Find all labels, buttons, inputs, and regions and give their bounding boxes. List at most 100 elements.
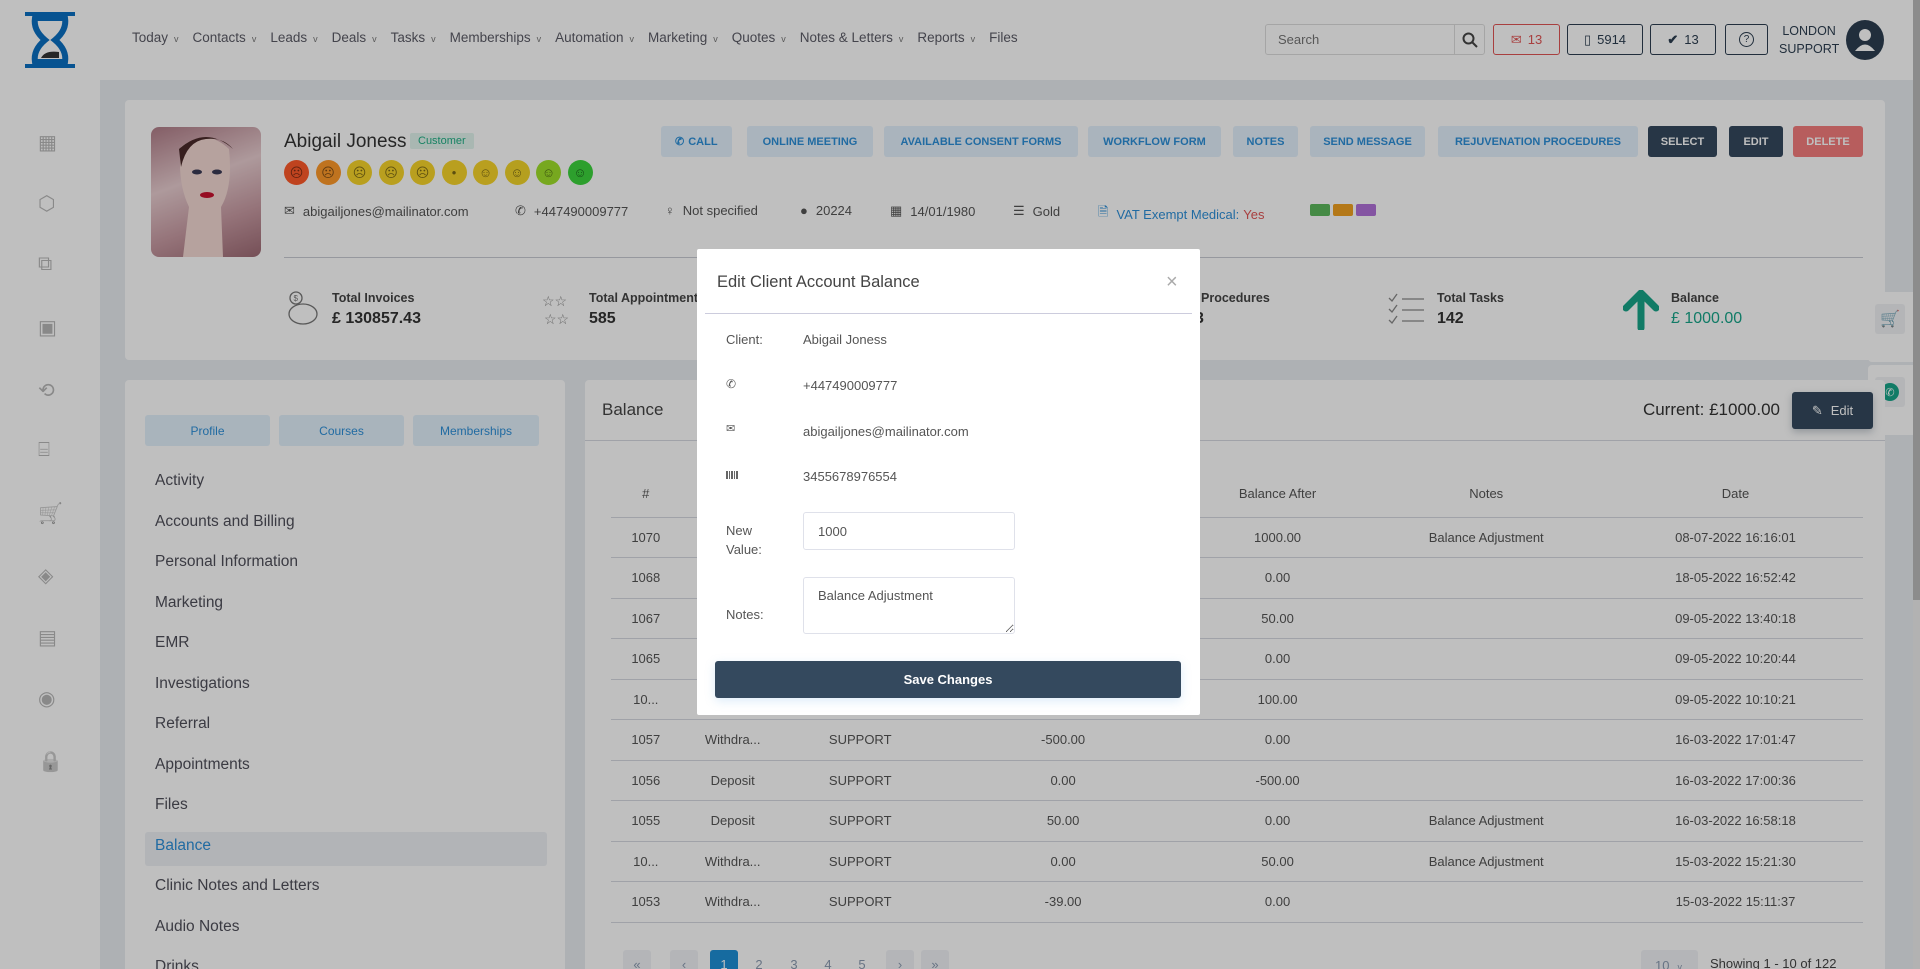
rating-face-icon[interactable]: ☺ (536, 160, 561, 185)
rating-face-icon[interactable]: ☺ (504, 160, 530, 185)
tag-icon[interactable]: ◈ (38, 565, 54, 587)
svg-text:$: $ (294, 294, 299, 303)
copy-icon[interactable]: ⧉ (38, 253, 53, 275)
rating-face-icon[interactable]: ☹ (347, 160, 372, 185)
box-icon[interactable]: ⬡ (38, 193, 56, 215)
cart-icon[interactable]: 🛒 (1875, 304, 1905, 334)
table-cell: -500.00 (935, 719, 1191, 761)
menu-item[interactable]: Audio Notes (155, 917, 240, 935)
tag-color-chip[interactable] (1356, 204, 1376, 216)
send-message-button[interactable]: SEND MESSAGE (1310, 126, 1425, 157)
client-value: Abigail Joness (803, 332, 887, 347)
tag-color-chip[interactable] (1333, 204, 1353, 216)
calendar-check-icon[interactable]: ▣ (38, 317, 57, 339)
delete-button[interactable]: DELETE (1793, 126, 1863, 157)
table-row: 10... Withdra... SUPPORT 0.00 50.00 Balance A… (611, 841, 1863, 882)
rating-face-icon[interactable]: ☹ (315, 160, 341, 185)
tab-memberships[interactable]: Memberships (413, 415, 539, 446)
table-cell: SUPPORT (784, 719, 936, 761)
pagination-page[interactable]: 5 (858, 957, 866, 969)
nav-item-label: Deals (331, 30, 367, 45)
app-logo[interactable] (25, 12, 75, 68)
tasks-button[interactable]: ✔ 13 (1650, 24, 1716, 55)
stat-appointments-label: Total Appointments (589, 291, 705, 305)
phone-button[interactable]: ▯ 5914 (1567, 24, 1643, 55)
save-changes-button[interactable]: Save Changes (715, 661, 1181, 698)
tag-color-chip[interactable] (1310, 204, 1330, 216)
nav-item[interactable]: Leads v (270, 30, 317, 45)
help-button[interactable]: ? (1725, 24, 1768, 55)
menu-item[interactable]: EMR (155, 634, 190, 651)
tab-profile[interactable]: Profile (145, 415, 270, 446)
menu-item[interactable]: Activity (155, 472, 205, 489)
tab-courses[interactable]: Courses (279, 415, 404, 446)
notes-button[interactable]: NOTES (1233, 126, 1298, 157)
pagination-page[interactable]: 2 (755, 957, 763, 969)
menu-item[interactable]: Referral (155, 715, 211, 732)
rating-face-icon[interactable]: ☺ (567, 160, 593, 185)
menu-item[interactable]: Accounts and Billing (155, 512, 295, 530)
pagination-last[interactable]: » (921, 950, 949, 969)
menu-item[interactable]: Personal Information (155, 553, 299, 570)
current-balance: Current: £1000.00 (1642, 400, 1780, 419)
user-name[interactable]: LONDON SUPPORT (1779, 22, 1839, 58)
nav-item[interactable]: Contacts v (193, 30, 257, 45)
history-icon[interactable]: ⟲ (38, 380, 55, 402)
mail-button[interactable]: ✉ 13 (1493, 24, 1560, 55)
nav-item[interactable]: Automation v (555, 30, 634, 45)
nav-item[interactable]: Memberships v (450, 30, 542, 45)
pagination-page[interactable]: 3 (790, 957, 798, 969)
edit-balance-button[interactable]: ✎ Edit (1792, 392, 1873, 429)
lock-icon[interactable]: 🔒 (38, 751, 63, 773)
vat-status[interactable]: 🗎 VAT Exempt Medical: Yes (1098, 203, 1265, 225)
notes-textarea[interactable]: Balance Adjustment (803, 577, 1015, 634)
pagination-first[interactable]: « (623, 950, 651, 969)
rating-face-icon[interactable]: • (441, 160, 467, 185)
cart-icon[interactable]: 🛒 (38, 503, 63, 525)
close-icon[interactable]: × (1166, 271, 1178, 293)
new-value-input[interactable] (803, 512, 1015, 550)
select-button[interactable]: SELECT (1648, 126, 1717, 157)
user-circle-icon[interactable]: ◉ (38, 688, 56, 710)
search-input[interactable] (1266, 25, 1454, 54)
online-meeting-button[interactable]: ONLINE MEETING (747, 126, 873, 157)
pagination-next[interactable]: › (886, 950, 914, 969)
nav-item[interactable]: Files (989, 30, 1018, 45)
nav-item[interactable]: Marketing v (648, 30, 718, 45)
nav-item[interactable]: Tasks v (391, 30, 436, 45)
rating-face-icon[interactable]: ☹ (378, 160, 404, 185)
table-cell: 09-05-2022 13:40:18 (1607, 598, 1863, 639)
rating-face-icon[interactable]: ☺ (473, 160, 498, 185)
rejuvenation-procedures-button[interactable]: REJUVENATION PROCEDURES (1438, 126, 1638, 157)
menu-item[interactable]: Clinic Notes and Letters (155, 877, 320, 894)
nav-item[interactable]: Reports v (917, 30, 975, 45)
scrollbar-thumb[interactable] (1913, 0, 1920, 600)
menu-item[interactable]: Marketing (155, 593, 224, 611)
per-page-select[interactable]: 10 v (1641, 950, 1698, 969)
gift-icon[interactable]: ⌸ (38, 439, 50, 461)
edit-button[interactable]: EDIT (1729, 126, 1783, 157)
table-cell: 18-05-2022 16:52:42 (1607, 557, 1863, 599)
workflow-form-button[interactable]: WORKFLOW FORM (1088, 126, 1221, 157)
call-button[interactable]: ✆ CALL (661, 126, 732, 157)
menu-item[interactable]: Files (155, 796, 188, 813)
consent-forms-button[interactable]: AVAILABLE CONSENT FORMS (884, 126, 1078, 157)
menu-item[interactable]: Appointments (155, 755, 250, 773)
search-button[interactable] (1454, 25, 1484, 54)
menu-item[interactable]: Drinks (155, 958, 199, 969)
avatar[interactable] (1846, 20, 1884, 60)
rating-face-icon[interactable]: ☹ (284, 160, 309, 185)
nav-item[interactable]: Quotes v (732, 30, 786, 45)
report-icon[interactable]: ▤ (38, 627, 57, 649)
nav-item[interactable]: Deals v (332, 30, 377, 45)
calendar-icon[interactable]: ▦ (38, 132, 57, 154)
nav-item[interactable]: Today v (132, 30, 179, 45)
nav-item[interactable]: Notes & Letters v (800, 30, 904, 45)
menu-item[interactable]: Investigations (155, 674, 250, 692)
pagination-page[interactable]: 4 (824, 957, 832, 969)
menu-item[interactable]: Balance (155, 836, 212, 854)
pagination-page[interactable]: 1 (710, 950, 738, 969)
pagination-prev[interactable]: ‹ (670, 950, 698, 969)
scrollbar[interactable] (1913, 0, 1920, 969)
rating-face-icon[interactable]: ☹ (410, 160, 435, 185)
